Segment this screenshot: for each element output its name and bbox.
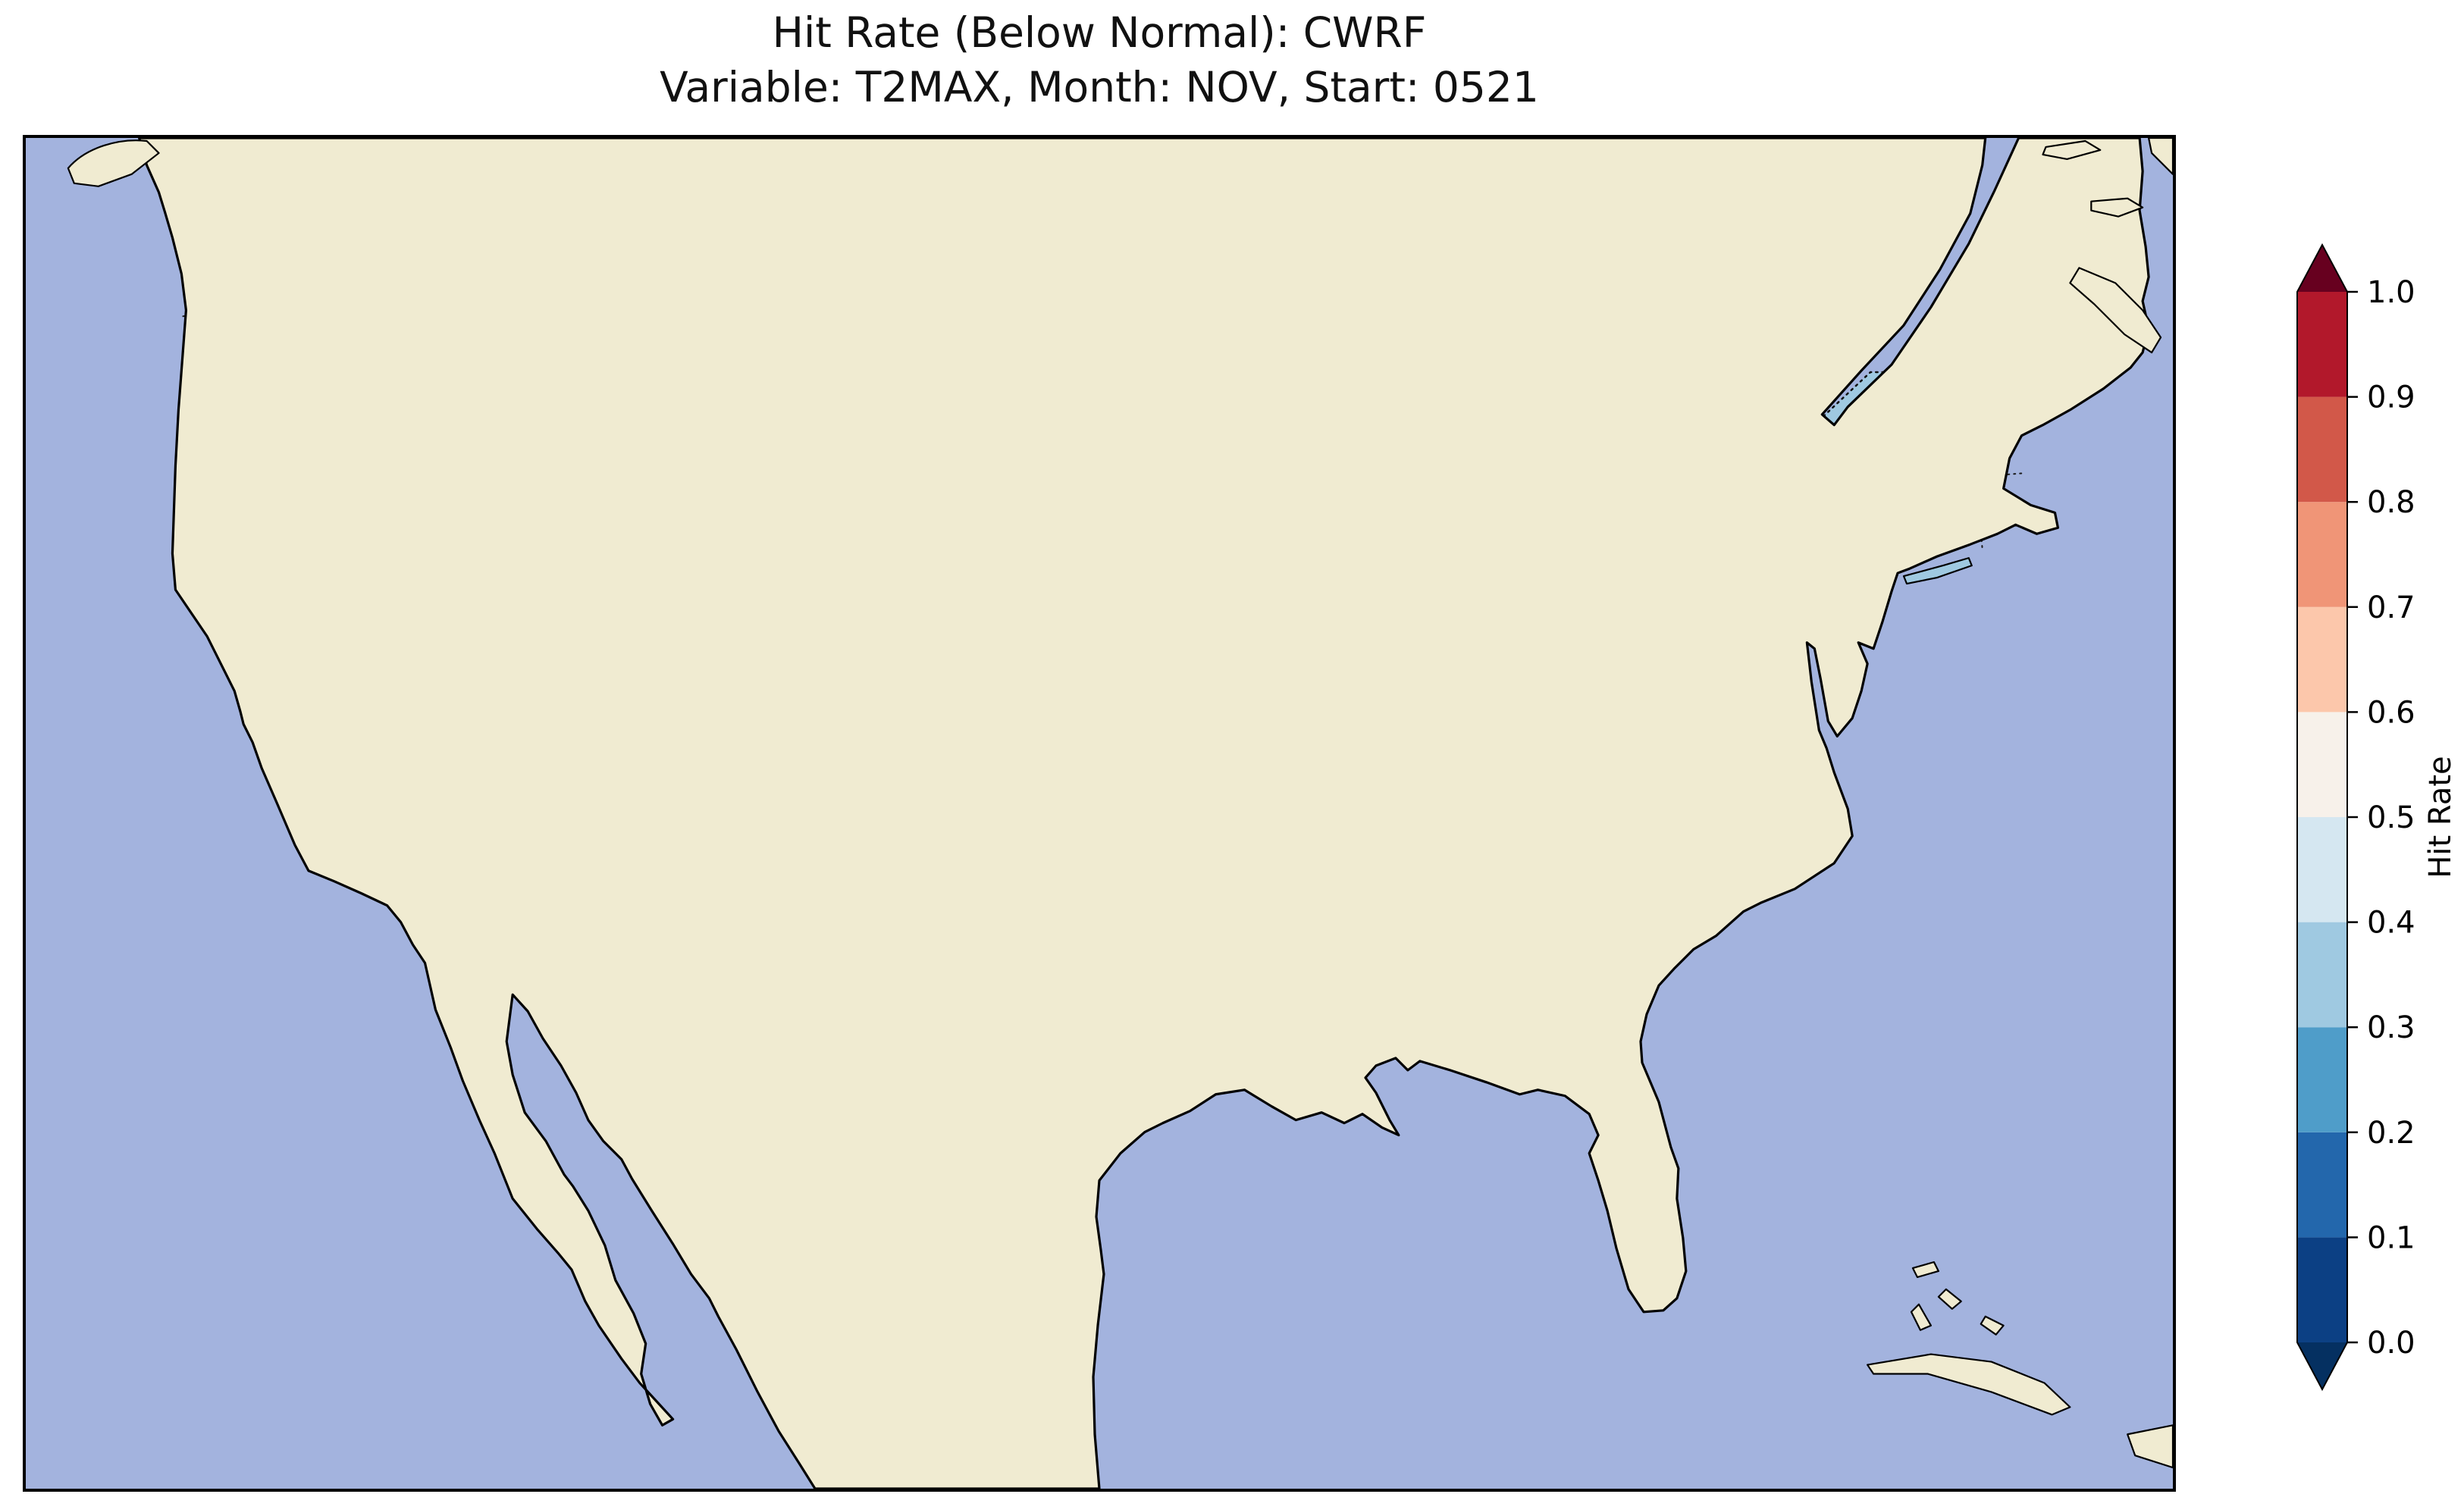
colorbar-bin-0.9-1.0 — [2297, 292, 2347, 397]
newfoundland-corner — [2147, 138, 2173, 175]
colorbar: 0.0 0.1 0.2 0.3 0.4 0.5 0.6 0.7 0.8 0.9 1.0 — [2274, 239, 2464, 1421]
colorbar-canvas: 0.0 0.1 0.2 0.3 0.4 0.5 0.6 0.7 0.8 0.9 1.0 — [2296, 243, 2415, 1392]
colorbar-tick-label-0.3: 0.3 — [2367, 1010, 2415, 1045]
colorbar-bin-0.3-0.4 — [2297, 922, 2347, 1028]
colorbar-tick-label-0.2: 0.2 — [2367, 1116, 2415, 1151]
colorbar-lower-extend-arrow — [2297, 1342, 2347, 1389]
colorbar-tick-label-0.1: 0.1 — [2367, 1220, 2415, 1255]
bahamas-islet-3 — [1980, 1315, 2005, 1336]
colorbar-bin-0.2-0.3 — [2297, 1027, 2347, 1132]
colorbar-tick-label-0.9: 0.9 — [2367, 381, 2415, 415]
prince-edward-island — [2090, 197, 2144, 218]
colorbar-bin-0.5-0.6 — [2297, 712, 2347, 817]
bahamas-islet-2 — [1937, 1288, 1962, 1310]
colorbar-tick-label-0.7: 0.7 — [2367, 590, 2415, 625]
colorbar-bin-0.6-0.7 — [2297, 606, 2347, 713]
long-island — [1902, 557, 1973, 585]
chart-title: Hit Rate (Below Normal): CWRF Variable: … — [23, 6, 2176, 114]
colorbar-bin-0.0-0.1 — [2297, 1237, 2347, 1342]
anticosti-island — [2042, 139, 2102, 161]
colorbar-tick-label-0.8: 0.8 — [2367, 485, 2415, 520]
colorbar-tick-label-0.6: 0.6 — [2367, 695, 2415, 730]
islands — [67, 138, 2173, 1469]
colorbar-label: Hit Rate — [2423, 756, 2458, 879]
nova-scotia — [2069, 267, 2162, 354]
chart-title-line1: Hit Rate (Below Normal): CWRF — [772, 8, 1427, 57]
map-frame — [23, 135, 2176, 1492]
bahamas-andros — [1910, 1303, 1932, 1331]
colorbar-tick-label-0.0: 0.0 — [2367, 1326, 2415, 1361]
colorbar-bin-0.1-0.2 — [2297, 1132, 2347, 1238]
colorbar-upper-extend-arrow — [2297, 245, 2347, 292]
bahamas-islet-1 — [1911, 1261, 1939, 1279]
colorbar-bin-0.4-0.5 — [2297, 817, 2347, 922]
colorbar-tick-label-0.4: 0.4 — [2367, 906, 2415, 941]
colorbar-tick-label-0.5: 0.5 — [2367, 800, 2415, 835]
colorbar-bin-0.7-0.8 — [2297, 502, 2347, 607]
chart-title-line2: Variable: T2MAX, Month: NOV, Start: 0521 — [660, 62, 1539, 111]
map-canvas — [26, 138, 2173, 1489]
hispaniola-corner — [2127, 1424, 2173, 1469]
cuba — [1867, 1353, 2071, 1416]
colorbar-bin-0.8-0.9 — [2297, 396, 2347, 503]
vancouver-island — [67, 139, 160, 187]
colorbar-tick-label-1.0: 1.0 — [2367, 275, 2415, 310]
